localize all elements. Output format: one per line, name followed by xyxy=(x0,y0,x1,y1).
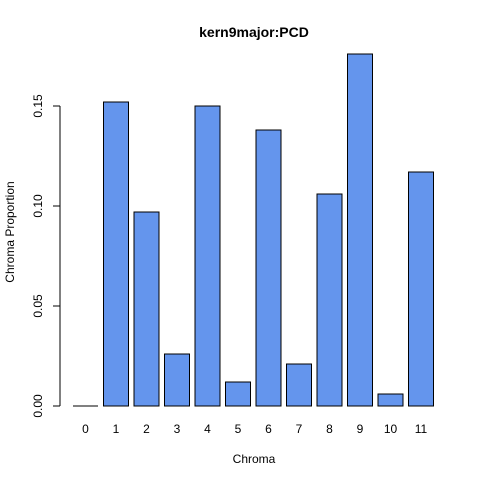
bars-group xyxy=(73,53,434,407)
chart-title: kern9major:PCD xyxy=(199,24,309,40)
bar-chroma-6 xyxy=(255,129,282,407)
x-tick-label: 10 xyxy=(384,422,398,436)
y-tick-label: 0.15 xyxy=(31,94,45,118)
x-tick-label: 7 xyxy=(296,422,303,436)
x-tick-label: 4 xyxy=(204,422,211,436)
bar-chroma-2 xyxy=(133,211,160,407)
x-tick-label: 8 xyxy=(326,422,333,436)
x-tick-label: 3 xyxy=(174,422,181,436)
x-tick-label: 2 xyxy=(143,422,150,436)
x-tick-label: 5 xyxy=(235,422,242,436)
bar-chroma-3 xyxy=(164,353,190,407)
x-tick-label: 11 xyxy=(415,422,428,436)
x-tick-label: 6 xyxy=(265,422,272,436)
bar-chroma-1 xyxy=(103,101,129,407)
x-axis-label: Chroma xyxy=(233,452,276,466)
bar-chroma-7 xyxy=(286,363,312,407)
bar-chroma-9 xyxy=(347,53,373,407)
bar-chroma-4 xyxy=(194,105,221,407)
x-tick-label: 1 xyxy=(113,422,120,436)
y-axis-label: Chroma Proportion xyxy=(3,181,17,282)
bar-chroma-8 xyxy=(316,193,343,407)
y-tick-label: 0.00 xyxy=(31,394,45,418)
x-tick-labels: 0 1 2 3 4 5 6 7 8 9 10 11 xyxy=(82,422,427,436)
y-tick-label: 0.10 xyxy=(31,194,45,218)
bar-chroma-5 xyxy=(225,381,251,407)
y-axis: 0.00 0.05 0.10 0.15 xyxy=(31,94,61,418)
bar-chroma-10 xyxy=(377,393,404,407)
x-tick-label: 9 xyxy=(357,422,364,436)
x-tick-label: 0 xyxy=(82,422,89,436)
y-tick-label: 0.05 xyxy=(31,294,45,318)
bar-chroma-11 xyxy=(408,171,434,407)
